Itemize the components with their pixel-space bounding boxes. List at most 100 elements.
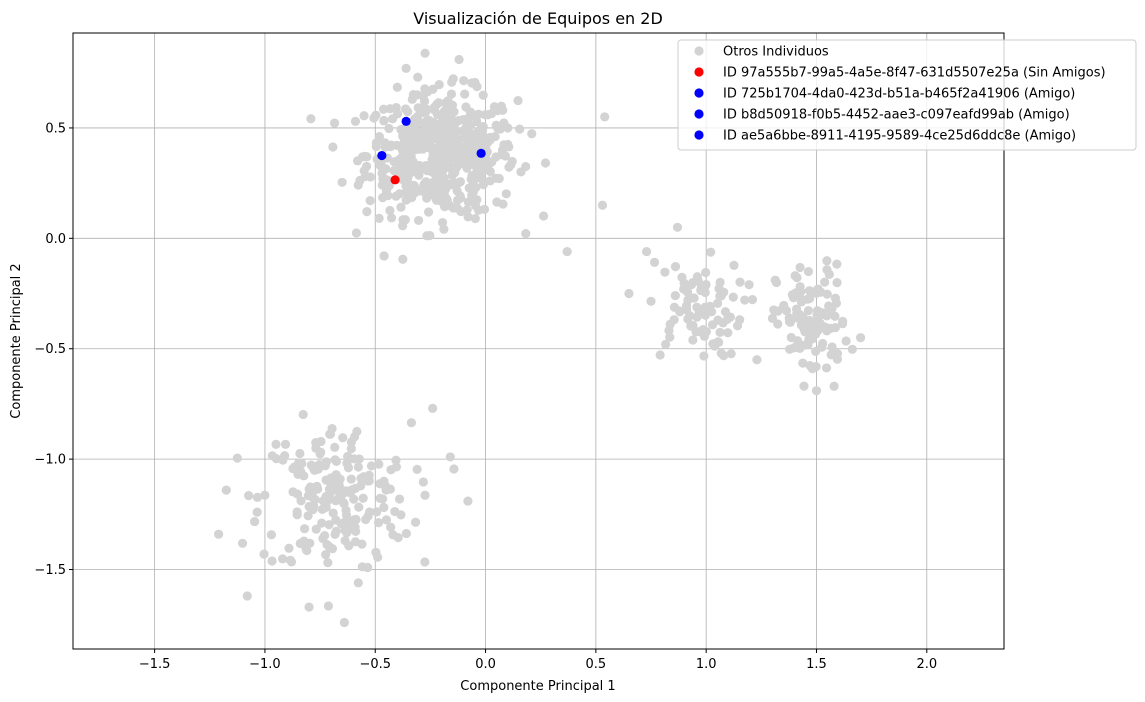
scatter-point-otros (414, 161, 424, 171)
scatter-point-otros (444, 129, 455, 139)
scatter-point-otros (260, 490, 270, 500)
scatter-point-otros (449, 464, 459, 474)
scatter-point-otros (280, 439, 291, 449)
scatter-point-otros (353, 578, 363, 588)
scatter-point-otros (364, 507, 375, 517)
scatter-point-otros (427, 165, 437, 175)
scatter-point-otros (503, 123, 513, 133)
scatter-point-otros (472, 82, 482, 92)
scatter-point-otros (361, 161, 372, 171)
scatter-point-otros (442, 107, 453, 117)
scatter-point-otros (386, 213, 397, 223)
scatter-point-otros (346, 474, 356, 484)
scatter-point-otros (486, 108, 497, 119)
scatter-point-otros (321, 457, 331, 467)
scatter-point-otros (451, 162, 462, 173)
scatter-point-otros (420, 84, 430, 94)
scatter-point-otros (410, 517, 421, 527)
scatter-point-otros (600, 112, 610, 122)
scatter-point-otros (824, 305, 834, 315)
scatter-point-otros (338, 498, 349, 508)
scatter-point-otros (473, 126, 483, 137)
scatter-point-otros (339, 617, 349, 628)
scatter-point-otros (420, 490, 430, 500)
scatter-point-otros (386, 522, 396, 532)
scatter-point-otros (492, 197, 502, 207)
scatter-point-otros (386, 140, 396, 150)
scatter-point-otros (506, 160, 516, 170)
scatter-point-otros (400, 215, 410, 225)
scatter-point-otros (504, 142, 514, 152)
scatter-point-otros (655, 350, 665, 360)
scatter-point-otros (686, 280, 697, 290)
scatter-point-otros (413, 72, 423, 82)
scatter-point-otros (352, 426, 362, 437)
scatter-point-otros (371, 110, 381, 120)
scatter-point-otros (459, 127, 469, 137)
scatter-point-otros (798, 358, 808, 368)
scatter-point-otros (340, 535, 350, 546)
legend-entry-label: ID 97a555b7-99a5-4a5e-8f47-631d5507e25a … (723, 66, 1106, 81)
scatter-point-otros (824, 269, 834, 279)
scatter-point-otros (316, 436, 326, 447)
scatter-point-otros (434, 79, 444, 90)
scatter-point-otros (323, 558, 333, 568)
scatter-point-otros (365, 172, 376, 182)
scatter-point-otros (683, 314, 693, 324)
scatter-point-otros (418, 477, 428, 487)
scatter-point-otros (372, 507, 382, 517)
scatter-point-otros (350, 537, 361, 547)
x-tick-label: 1.5 (806, 657, 827, 672)
scatter-point-otros (744, 280, 754, 290)
scatter-point-otros (471, 182, 481, 193)
scatter-point-otros (688, 335, 698, 345)
scatter-point-otros (802, 325, 813, 335)
x-tick-label: 0.0 (475, 657, 496, 672)
scatter-point-otros (406, 418, 417, 428)
scatter-point-otros (728, 292, 738, 302)
scatter-point-amigo (401, 116, 411, 126)
scatter-point-otros (299, 524, 310, 534)
scatter-point-otros (809, 287, 819, 297)
scatter-point-otros (377, 180, 387, 190)
scatter-point-otros (347, 485, 357, 495)
legend-entry-label: ID ae5a6bbe-8911-4195-9589-4ce25d6ddc8e … (723, 129, 1076, 144)
scatter-point-otros (390, 506, 400, 517)
scatter-point-otros (438, 156, 448, 166)
scatter-point-otros (385, 205, 395, 216)
scatter-point-otros (214, 529, 224, 539)
scatter-point-otros (672, 222, 683, 232)
scatter-point-otros (437, 169, 447, 179)
scatter-point-otros (442, 146, 452, 156)
scatter-point-otros (646, 296, 656, 306)
y-tick-label: 0.0 (45, 232, 66, 247)
scatter-point-otros (825, 323, 835, 334)
scatter-point-otros (410, 144, 420, 155)
scatter-point-otros (803, 266, 814, 277)
scatter-point-otros (371, 138, 381, 148)
scatter-point-otros (713, 315, 723, 325)
scatter-point-otros (397, 145, 407, 155)
scatter-point-otros (327, 423, 337, 434)
scatter-point-otros (398, 254, 408, 264)
x-tick-label: −1.5 (139, 657, 171, 672)
scatter-point-otros (386, 465, 396, 475)
scatter-point-otros (392, 82, 402, 92)
scatter-point-otros (267, 556, 277, 566)
scatter-point-otros (387, 114, 398, 124)
scatter-point-otros (513, 95, 523, 106)
scatter-point-otros (822, 256, 832, 266)
scatter-point-otros (712, 298, 723, 308)
scatter-point-otros (351, 228, 362, 238)
scatter-point-otros (521, 161, 531, 172)
scatter-point-otros (295, 448, 305, 459)
scatter-point-otros (807, 364, 818, 374)
scatter-point-otros (855, 333, 866, 343)
scatter-point-otros (699, 351, 709, 361)
scatter-point-otros (804, 315, 815, 326)
scatter-point-otros (288, 487, 298, 497)
scatter-point-otros (384, 123, 394, 134)
scatter-point-otros (706, 307, 717, 317)
scatter-point-otros (373, 517, 384, 528)
scatter-point-otros (422, 231, 432, 241)
